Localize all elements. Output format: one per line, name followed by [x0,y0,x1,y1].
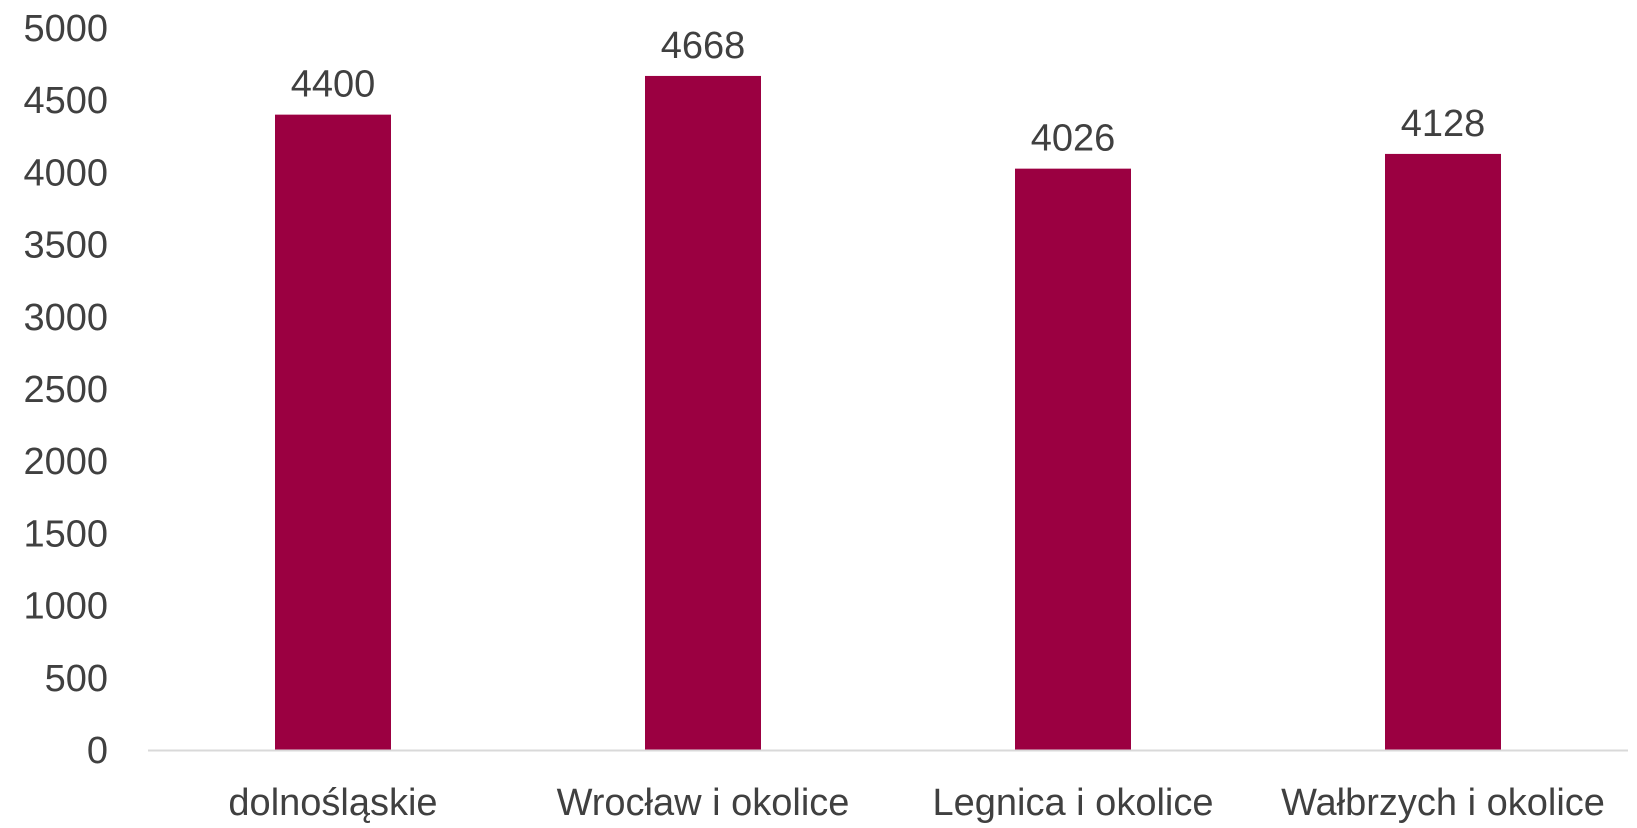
y-tick-label: 4000 [23,152,108,194]
bar-value-label: 4668 [661,25,746,67]
y-tick-label: 2500 [23,369,108,411]
bar [645,75,761,751]
y-tick-label: 4500 [23,80,108,122]
y-tick-label: 3500 [23,225,108,267]
bar [275,114,391,750]
y-tick-label: 500 [45,658,108,700]
x-category-label: Legnica i okolice [933,782,1214,824]
x-category-label: dolnośląskie [228,782,437,824]
bar [1385,153,1501,750]
y-tick-label: 5000 [23,8,108,50]
y-tick-label: 0 [87,730,108,772]
bar-value-label: 4400 [291,64,376,106]
y-tick-label: 3000 [23,297,108,339]
y-tick-label: 1000 [23,586,108,628]
bar-value-label: 4026 [1031,118,1116,160]
category-labels-group: dolnośląskie Wrocław i okolice Legnica i o… [228,782,1604,824]
bar [1015,168,1131,750]
y-tick-label: 2000 [23,441,108,483]
y-axis-ticks: 0 500 1000 1500 2000 2500 3000 3500 4000 4500 5000 [23,8,108,772]
bars-group [275,75,1501,751]
x-category-label: Wałbrzych i okolice [1281,782,1605,824]
data-labels-group: 4400 4668 4026 4128 [291,25,1486,160]
bar-value-label: 4128 [1401,103,1486,145]
y-tick-label: 1500 [23,513,108,555]
x-category-label: Wrocław i okolice [557,782,850,824]
